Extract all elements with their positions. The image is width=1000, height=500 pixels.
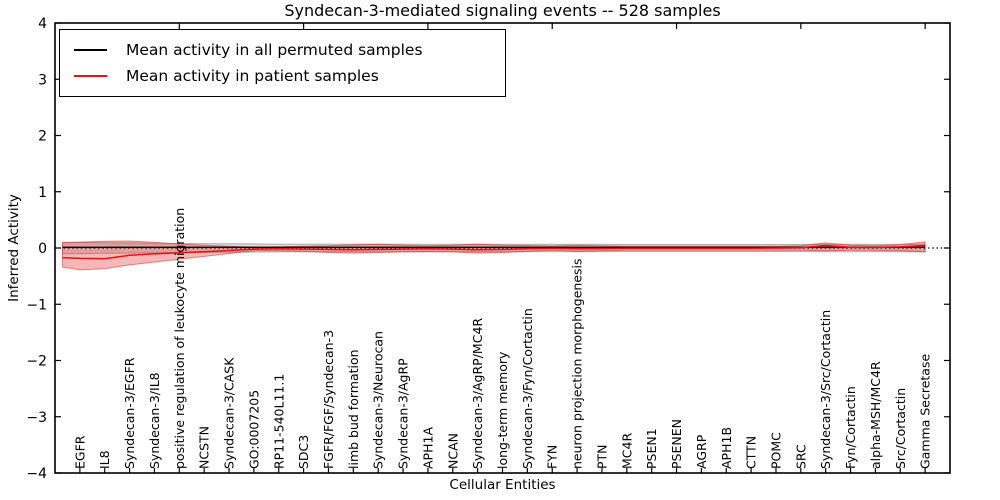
legend-label-patient: Mean activity in patient samples [126, 67, 379, 85]
patient-line-sample [74, 75, 107, 77]
x-category-label: RP11-540L11.1 [271, 374, 286, 469]
x-category-label: Syndecan-3/AgRP [396, 358, 411, 469]
y-tick-label: 4 [38, 16, 47, 32]
y-tick-label: −3 [26, 410, 47, 426]
x-category-label: alpha-MSH/MC4R [868, 361, 883, 469]
x-category-label: Syndecan-3/IL8 [147, 372, 162, 469]
x-category-label: Syndecan-3/EGFR [122, 357, 137, 469]
x-category-label: Syndecan-3/AgRP/MC4R [470, 318, 485, 469]
x-category-label: FGFR/FGF/Syndecan-3 [321, 330, 336, 469]
x-category-label: Syndecan-3/CASK [222, 357, 237, 469]
x-category-label: MC4R [619, 433, 634, 469]
x-axis-label: Cellular Entities [449, 477, 556, 493]
x-category-label: AGRP [694, 434, 709, 469]
y-tick-label: 0 [38, 241, 47, 257]
y-tick-label: −2 [26, 354, 47, 370]
x-category-label: PTN [594, 444, 609, 469]
x-category-label: NCAN [445, 433, 460, 469]
x-category-label: Syndecan-3/Fyn/Cortactin [520, 308, 535, 469]
x-category-label: limb bud formation [346, 349, 361, 469]
x-category-label: long-term memory [495, 351, 510, 469]
x-category-label: IL8 [97, 450, 112, 469]
x-category-label: Fyn/Cortactin [843, 386, 858, 469]
x-category-label: APH1A [420, 427, 435, 469]
legend-label-permuted: Mean activity in all permuted samples [126, 41, 423, 59]
x-category-label: neuron projection morphogenesis [570, 258, 585, 469]
x-category-label: POMC [769, 432, 784, 469]
legend-item-patient: Mean activity in patient samples [60, 67, 505, 85]
legend: Mean activity in all permuted samples Me… [59, 29, 506, 97]
y-tick-label: −1 [26, 297, 47, 313]
chart-title: Syndecan-3-mediated signaling events -- … [284, 1, 721, 20]
x-category-label: SDC3 [296, 435, 311, 469]
y-tick-label: 3 [38, 72, 47, 88]
x-category-label: EGFR [72, 435, 87, 469]
patient-mean-line [62, 244, 926, 260]
legend-item-permuted: Mean activity in all permuted samples [60, 41, 505, 59]
y-tick-label: 2 [38, 129, 47, 145]
x-category-label: CTTN [744, 436, 759, 469]
x-category-label: Gamma Secretase [918, 354, 933, 469]
permuted-line-sample [74, 49, 107, 51]
x-category-label: SRC [793, 444, 808, 469]
x-category-label: APH1B [719, 427, 734, 469]
x-category-label: PSENEN [669, 419, 684, 469]
x-category-label: Syndecan-3/Src/Cortactin [818, 310, 833, 469]
x-category-label: Syndecan-3/Neurocan [371, 331, 386, 469]
y-tick-label: −4 [26, 466, 47, 482]
x-category-label: PSEN1 [644, 428, 659, 469]
y-tick-label: 1 [38, 185, 47, 201]
x-category-label: NCSTN [197, 426, 212, 469]
x-category-label: Src/Cortactin [893, 388, 908, 469]
x-category-label: GO:0007205 [246, 390, 261, 469]
x-category-label: positive regulation of leukocyte migrati… [172, 208, 187, 469]
x-category-label: FYN [545, 445, 560, 469]
